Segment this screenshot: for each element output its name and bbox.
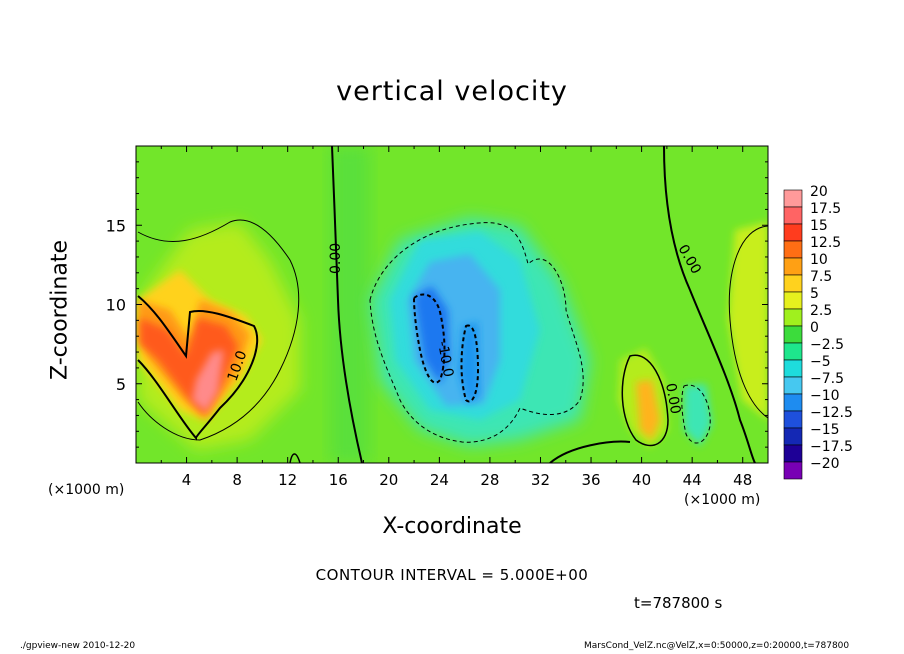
x-tick-label: 20 [379, 471, 398, 489]
footer-right: MarsCond_VelZ.nc@VelZ,x=0:50000,z=0:2000… [584, 641, 850, 651]
x-unit-label-left: (×1000 m) [48, 482, 125, 498]
y-tick-label: 10 [106, 296, 126, 315]
colorbar-label: −10 [810, 388, 840, 404]
contour-label: -10.0 [434, 340, 456, 378]
colorbar-label: −12.5 [810, 405, 853, 421]
colorbar-label: −15 [810, 422, 840, 438]
colorbar-label: 7.5 [810, 269, 832, 285]
colorbar-swatch [783, 291, 803, 310]
x-tick-label: 24 [430, 471, 449, 489]
y-tick-label: 5 [116, 375, 126, 394]
contour-label: 0.00 [328, 243, 344, 274]
negative-contour-lines [369, 222, 711, 444]
contour-lines [137, 146, 768, 463]
colorbar-swatch [783, 308, 803, 327]
colorbar-label: 10 [810, 252, 828, 268]
x-tick-label: 16 [329, 471, 348, 489]
colorbar-label: 15 [810, 218, 828, 234]
x-unit-label-right: (×1000 m) [684, 492, 761, 508]
x-tick-label: 8 [232, 471, 242, 489]
colorbar-swatch [783, 410, 803, 429]
colorbar-label: −17.5 [810, 439, 853, 455]
chart-title: vertical velocity [336, 76, 568, 107]
colorbar: 2017.51512.5107.552.50−2.5−5−7.5−10−12.5… [783, 184, 853, 480]
contour-interval-text: CONTOUR INTERVAL = 5.000E+00 [315, 566, 589, 584]
colorbar-label: 12.5 [810, 235, 841, 251]
colorbar-swatch [783, 206, 803, 225]
colorbar-swatch [783, 444, 803, 463]
y-axis: 5 10 15 [106, 161, 768, 448]
x-tick-label: 48 [733, 471, 752, 489]
colorbar-swatch [783, 325, 803, 344]
x-tick-label: 36 [581, 471, 600, 489]
colorbar-swatch [783, 393, 803, 412]
x-tick-label: 40 [632, 471, 651, 489]
colorbar-swatch [783, 257, 803, 276]
colorbar-swatch [783, 376, 803, 395]
colorbar-swatch [783, 461, 803, 480]
colorbar-label: −7.5 [810, 371, 844, 387]
colorbar-label: −20 [810, 456, 840, 472]
x-axis: 4 8 12 16 20 24 28 32 36 40 44 48 [160, 146, 752, 489]
colorbar-label: 5 [810, 286, 819, 302]
y-axis-label: Z-coordinate [47, 240, 73, 380]
x-axis-label: X-coordinate [382, 514, 522, 539]
x-tick-label: 32 [531, 471, 550, 489]
colorbar-swatch [783, 240, 803, 259]
y-tick-label: 15 [106, 216, 126, 235]
x-tick-label: 44 [683, 471, 702, 489]
colorbar-swatch [783, 359, 803, 378]
contour-label: 0.00 [662, 382, 683, 415]
colorbar-label: 17.5 [810, 201, 841, 217]
x-tick-label: 12 [278, 471, 297, 489]
colorbar-label: 20 [810, 184, 828, 200]
colorbar-swatch [783, 427, 803, 446]
colorbar-label: 0 [810, 320, 819, 336]
colorbar-swatch [783, 223, 803, 242]
colorbar-swatch [783, 342, 803, 361]
time-label: t=787800 s [634, 594, 723, 612]
colorbar-swatch [783, 189, 803, 208]
heatmap-field [136, 146, 768, 463]
x-tick-label: 28 [480, 471, 499, 489]
x-tick-label: 4 [182, 471, 192, 489]
colorbar-label: −2.5 [810, 337, 844, 353]
footer-left: ./gpview-new 2010-12-20 [20, 641, 136, 651]
colorbar-label: 2.5 [810, 303, 832, 319]
colorbar-swatch [783, 274, 803, 293]
colorbar-label: −5 [810, 354, 831, 370]
